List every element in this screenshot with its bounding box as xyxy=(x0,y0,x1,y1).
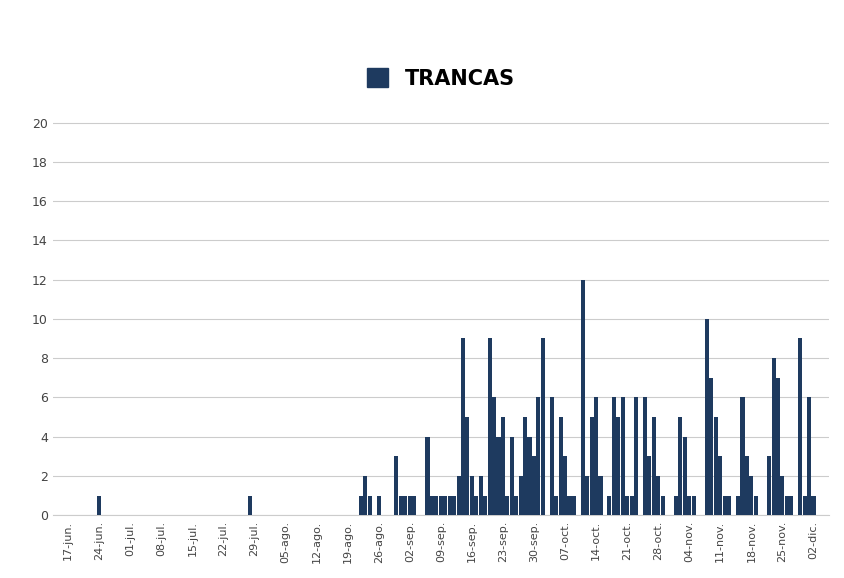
Bar xyxy=(532,456,536,515)
Bar xyxy=(528,436,532,515)
Bar xyxy=(412,495,416,515)
Bar xyxy=(652,417,656,515)
Bar xyxy=(803,495,807,515)
Bar xyxy=(465,417,469,515)
Bar xyxy=(549,398,554,515)
Bar xyxy=(691,495,695,515)
Bar xyxy=(439,495,443,515)
Bar xyxy=(555,495,558,515)
Bar xyxy=(776,378,780,515)
Bar xyxy=(608,495,611,515)
Bar xyxy=(789,495,793,515)
Bar xyxy=(679,417,683,515)
Bar xyxy=(496,436,500,515)
Bar xyxy=(767,456,771,515)
Bar xyxy=(97,495,101,515)
Bar xyxy=(620,398,625,515)
Bar xyxy=(771,358,776,515)
Bar xyxy=(590,417,593,515)
Bar xyxy=(452,495,456,515)
Bar xyxy=(785,495,789,515)
Bar xyxy=(248,495,252,515)
Bar xyxy=(625,495,629,515)
Bar xyxy=(683,436,687,515)
Bar xyxy=(630,495,634,515)
Bar xyxy=(399,495,403,515)
Bar xyxy=(567,495,571,515)
Bar xyxy=(559,417,563,515)
Bar xyxy=(518,476,522,515)
Bar xyxy=(368,495,372,515)
Bar xyxy=(541,339,545,515)
Bar xyxy=(705,319,709,515)
Bar xyxy=(798,339,802,515)
Bar xyxy=(594,398,598,515)
Bar xyxy=(470,476,473,515)
Bar xyxy=(674,495,678,515)
Bar xyxy=(403,495,408,515)
Bar xyxy=(514,495,518,515)
Bar xyxy=(523,417,528,515)
Bar xyxy=(736,495,740,515)
Bar xyxy=(616,417,620,515)
Bar xyxy=(500,417,505,515)
Bar xyxy=(474,495,479,515)
Bar xyxy=(425,436,430,515)
Bar xyxy=(722,495,727,515)
Bar xyxy=(612,398,616,515)
Bar xyxy=(656,476,660,515)
Bar xyxy=(581,280,585,515)
Bar xyxy=(811,495,815,515)
Bar xyxy=(634,398,638,515)
Bar xyxy=(754,495,758,515)
Bar xyxy=(714,417,718,515)
Bar xyxy=(643,398,647,515)
Bar xyxy=(479,476,483,515)
Bar xyxy=(807,398,811,515)
Bar xyxy=(510,436,514,515)
Bar xyxy=(728,495,731,515)
Bar xyxy=(598,476,603,515)
Bar xyxy=(781,476,784,515)
Bar xyxy=(749,476,754,515)
Bar xyxy=(430,495,434,515)
Bar xyxy=(364,476,367,515)
Bar xyxy=(435,495,438,515)
Bar xyxy=(461,339,465,515)
Bar xyxy=(443,495,447,515)
Bar xyxy=(687,495,691,515)
Bar xyxy=(537,398,540,515)
Legend: TRANCAS: TRANCAS xyxy=(359,60,523,97)
Bar xyxy=(745,456,749,515)
Bar xyxy=(359,495,363,515)
Bar xyxy=(457,476,461,515)
Bar xyxy=(506,495,510,515)
Bar xyxy=(710,378,713,515)
Bar xyxy=(488,339,492,515)
Bar xyxy=(483,495,487,515)
Bar xyxy=(447,495,452,515)
Bar xyxy=(376,495,381,515)
Bar xyxy=(740,398,744,515)
Bar xyxy=(394,456,398,515)
Bar xyxy=(572,495,576,515)
Bar xyxy=(408,495,412,515)
Bar xyxy=(563,456,567,515)
Bar xyxy=(492,398,496,515)
Bar xyxy=(647,456,652,515)
Bar xyxy=(661,495,665,515)
Bar xyxy=(718,456,722,515)
Bar xyxy=(585,476,589,515)
